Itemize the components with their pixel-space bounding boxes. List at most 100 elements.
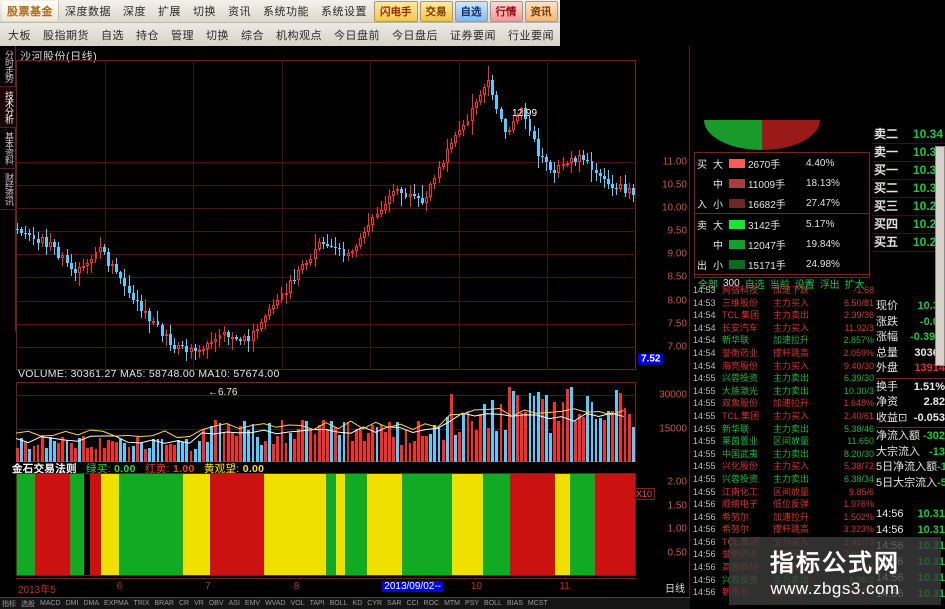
submenu-item-8[interactable]: 今日盘前 [334, 29, 380, 42]
statusbar-item[interactable]: EXPMA [104, 600, 129, 607]
submenu-item-11[interactable]: 行业要闻 [508, 29, 554, 42]
statusbar-item[interactable]: BRAR [154, 600, 174, 607]
menu-item-6[interactable]: 系统设置 [321, 6, 367, 18]
vtab-intraday[interactable]: 分时走势 [0, 46, 17, 87]
quick-button-more[interactable]: 更多 [559, 0, 560, 22]
big-deal-footer-button[interactable]: 当前 [769, 280, 790, 291]
vtab-fundamentals[interactable]: 基本资料 [0, 128, 17, 169]
signal-row[interactable]: 14:55 江南化工 区间放量 9.85/6 [692, 486, 876, 499]
statusbar-item[interactable]: CYR [367, 600, 383, 607]
signal-row[interactable]: 14:55 新华联 主力卖出 5.38/46 [692, 423, 876, 436]
candle-wick [240, 337, 242, 346]
signal-row[interactable]: 14:54 誉衡药业 撑杆跳高 2.059% [692, 347, 876, 360]
volume-axis-label: 30000 [659, 389, 687, 401]
big-deal-footer-button[interactable]: 浮出 [819, 280, 840, 291]
menu-item-0[interactable]: 深度数据 [65, 6, 111, 18]
statusbar-item[interactable]: DMI [65, 600, 79, 607]
signal-row[interactable]: 14:53 网宿科技 加速下跌 -1.68 [692, 284, 876, 297]
vtab-technical[interactable]: 技术分析 [0, 87, 17, 128]
quick-button-trade[interactable]: 交易 [419, 0, 453, 22]
menu-item-5[interactable]: 系统功能 [263, 6, 309, 18]
statusbar-item[interactable]: TAPI [309, 600, 325, 607]
menu-item-3[interactable]: 切换 [193, 6, 216, 18]
kline-period-badge[interactable]: 日线 [665, 584, 685, 595]
signal-row[interactable]: 14:54 海亮股份 主力买入 9.40/30 [692, 360, 876, 373]
signal-row[interactable]: 14:55 兴化股份 主力买入 5.38/72 [692, 460, 876, 473]
order-book-row[interactable]: 卖二 10.34 [872, 126, 945, 144]
statusbar-item[interactable]: CCI [406, 600, 419, 607]
signal-row[interactable]: 14:56 顺络电子 低位反弹 1.976% [692, 498, 876, 511]
candle-body [247, 336, 251, 342]
candle-body [474, 102, 478, 109]
submenu-item-7[interactable]: 机构观点 [276, 29, 322, 42]
volume-panel[interactable] [16, 382, 636, 462]
statusbar-item[interactable]: MTM [444, 600, 461, 607]
statusbar-item[interactable]: EMV [244, 600, 261, 607]
signal-row[interactable]: 14:55 大族激光 主力卖出 10.30/3 [692, 385, 876, 398]
submenu-item-2[interactable]: 自选 [101, 29, 124, 42]
signal-row[interactable]: 14:54 新华联 加速拉升 2.857% [692, 334, 876, 347]
statusbar-item[interactable]: 选股 [21, 600, 35, 608]
candlestick [450, 60, 453, 370]
menu-item-2[interactable]: 扩展 [158, 6, 181, 18]
menu-item-1[interactable]: 深度 [123, 6, 146, 18]
big-deal-footer-button[interactable]: 设置 [794, 280, 815, 291]
statusbar-item[interactable]: TRIX [133, 600, 150, 607]
panel-scrollbar[interactable] [935, 146, 945, 366]
signal-row[interactable]: 14:55 莱茵置业 区间放量 11.650 [692, 435, 876, 448]
candlestick [578, 60, 582, 370]
signal-row[interactable]: 14:54 长安汽车 主力买入 11.92/3 [692, 322, 876, 335]
big-deal-footer-button[interactable]: 自选 [744, 280, 765, 291]
rule-band [119, 473, 184, 576]
submenu-item-10[interactable]: 证券要闻 [450, 29, 496, 42]
statusbar-item[interactable]: MACD [40, 600, 61, 607]
statusbar-item[interactable]: BIAS [506, 600, 523, 607]
quick-button-quotes[interactable]: 行情 [489, 0, 523, 22]
statusbar-item[interactable]: BOLL [484, 600, 502, 607]
submenu-item-0[interactable]: 大板 [8, 29, 31, 42]
statusbar-item[interactable]: DMA [83, 600, 100, 607]
submenu-item-4[interactable]: 管理 [171, 29, 194, 42]
statusbar-item[interactable]: 指标 [2, 600, 16, 608]
trading-rule-bands[interactable] [16, 473, 636, 576]
vtab-finance-news[interactable]: 财经资讯 [0, 169, 17, 210]
statusbar-item[interactable]: MCST [527, 600, 548, 607]
statusbar-item[interactable]: VR [194, 600, 204, 607]
price-panel[interactable] [16, 60, 636, 370]
submenu-item-6[interactable]: 综合 [241, 29, 264, 42]
statusbar-item[interactable]: OBV [208, 600, 224, 607]
statusbar-item[interactable]: SAR [387, 600, 402, 607]
statusbar-item[interactable]: WVAD [265, 600, 286, 607]
signal-row[interactable]: 14:55 中国武夷 主力卖出 8.20/30 [692, 448, 876, 461]
submenu-item-5[interactable]: 切换 [206, 29, 229, 42]
statusbar-item[interactable]: BOLL [329, 600, 348, 607]
signal-row[interactable]: 14:53 三维股份 主力买入 6.50/81 [692, 297, 876, 310]
signal-row[interactable]: 14:55 双象股份 加速拉升 1.648% [692, 397, 876, 410]
candlestick [123, 60, 127, 370]
statusbar-item[interactable]: PSY [465, 600, 480, 607]
signal-row[interactable]: 14:56 希努尔 加速拉升 1.502% [692, 511, 876, 524]
big-deal-footer-button[interactable]: 扩大 [844, 280, 865, 291]
submenu-item-9[interactable]: 今日盘后 [392, 29, 438, 42]
statusbar-item[interactable]: ASI [228, 600, 240, 607]
submenu-item-1[interactable]: 股指期货 [43, 29, 89, 42]
signal-row[interactable]: 14:56 希努尔 撑杆跳高 3.323% [692, 523, 876, 536]
signal-row[interactable]: 14:55 TCL 集团 主力买入 2.40/61 [692, 410, 876, 423]
statusbar-item[interactable]: KD [352, 600, 363, 607]
statusbar-item[interactable]: VOL [290, 600, 305, 607]
menu-item-4[interactable]: 资讯 [228, 6, 251, 18]
signal-row[interactable]: 14:55 兴蓉投资 主力卖出 6.38/34 [692, 473, 876, 486]
statusbar-item[interactable]: CR [178, 600, 190, 607]
signal-row[interactable]: 14:54 TCL 集团 主力卖出 2.39/36 [692, 309, 876, 322]
quick-button-lightning[interactable]: 闪电手 [374, 0, 418, 22]
big-deal-footer-button[interactable]: 300 [723, 278, 740, 289]
submenu-item-3[interactable]: 持仓 [136, 29, 159, 42]
quick-button-news[interactable]: 资讯 [524, 0, 558, 22]
candle-body [590, 161, 594, 170]
app-logo[interactable]: 股票基金 [2, 1, 59, 21]
statusbar-item[interactable]: ROC [423, 600, 440, 607]
quick-button-watchlist[interactable]: 自选 [454, 0, 488, 22]
signal-row[interactable]: 14:55 兴蓉投资 主力卖出 6.39/30 [692, 372, 876, 385]
signal-time: 14:56 [693, 524, 716, 535]
big-deal-footer-button[interactable]: 全部 [698, 280, 718, 291]
